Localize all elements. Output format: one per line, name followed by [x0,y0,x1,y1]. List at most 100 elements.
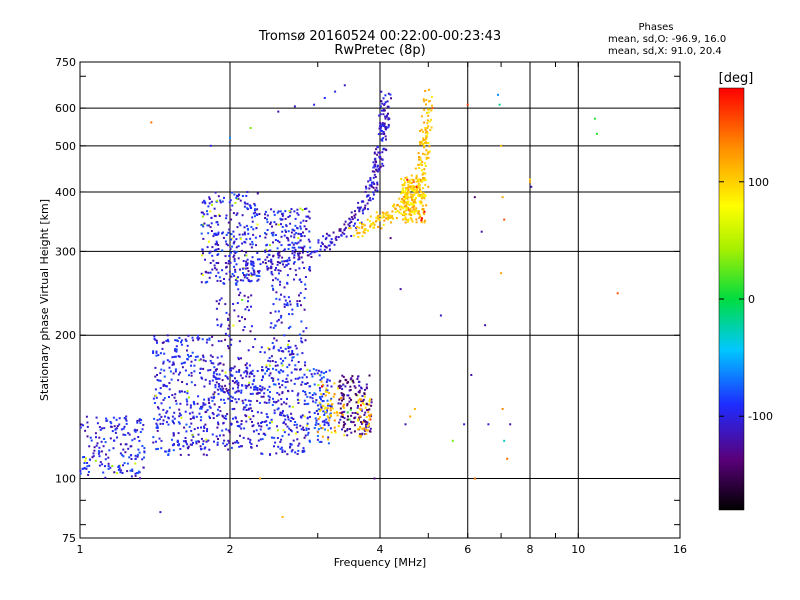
data-point [306,424,309,427]
data-point [342,375,345,378]
data-point [110,422,113,425]
data-point [412,203,414,206]
data-point [381,151,384,154]
data-point [283,450,286,453]
data-point [221,389,224,392]
data-point [280,223,282,226]
data-point [269,453,271,456]
data-point [183,390,186,393]
data-point [277,370,280,373]
data-point [317,417,320,420]
data-point [115,427,118,430]
data-point [230,343,233,346]
data-point [208,448,211,451]
data-point [342,424,345,427]
data-point [315,421,318,424]
data-point [277,269,280,272]
data-point [251,425,254,428]
data-point [427,125,430,128]
data-point [228,389,230,392]
data-point [387,214,390,217]
data-point [249,127,252,129]
data-point [387,92,390,95]
data-point [186,344,189,347]
data-point [372,176,375,179]
data-point [192,400,195,403]
data-point [319,424,322,427]
data-point [368,408,371,411]
data-point [226,413,229,416]
data-point [379,129,382,132]
data-point [174,393,177,396]
data-point [410,178,413,181]
data-point [399,288,402,291]
data-point [286,237,289,240]
data-point [367,229,369,232]
data-point [199,419,202,422]
data-point [423,177,426,179]
data-point [313,383,316,386]
data-point [294,249,297,251]
data-point [171,363,174,366]
data-point [231,408,234,411]
data-point [281,391,284,394]
data-point [501,196,504,199]
data-point [234,398,237,401]
data-point [278,371,281,374]
data-point [303,267,306,269]
data-point [107,467,110,470]
data-point [298,376,301,379]
data-point [229,136,231,139]
data-point [327,404,329,407]
data-point [221,385,224,388]
data-point [346,403,349,405]
data-point [197,334,199,337]
data-point [354,412,357,414]
data-point [167,416,170,419]
data-point [177,432,180,435]
data-point [186,353,189,356]
data-point [228,431,231,434]
data-point [228,393,231,396]
data-point [425,149,428,152]
data-point [282,414,285,417]
data-point [301,261,304,264]
data-point [171,444,174,447]
data-point [172,362,175,365]
data-point [375,186,378,189]
data-point [428,150,431,153]
data-point [186,443,189,446]
data-point [325,421,328,424]
data-point [171,438,173,441]
data-point [419,162,422,165]
data-point [231,396,234,399]
data-point [222,387,225,390]
data-point [98,426,101,429]
data-point [425,156,428,159]
data-point [414,209,417,212]
data-point [182,440,185,443]
data-point [217,421,219,424]
data-point [286,302,289,305]
data-point [295,232,298,234]
data-point [221,232,224,235]
data-point [275,401,278,403]
data-point [283,305,286,308]
data-point [237,358,240,361]
data-point [370,223,373,225]
data-point [100,440,103,443]
data-point [191,336,194,339]
data-point [295,273,298,276]
data-point [301,246,304,249]
data-point [338,386,341,389]
data-point [298,252,301,255]
data-point [275,297,278,300]
data-point [201,201,204,204]
data-point [224,262,227,264]
data-point [272,347,275,350]
data-point [228,382,231,385]
data-point [247,399,250,402]
data-point [287,346,290,349]
data-point [112,447,115,450]
data-point [278,298,281,301]
